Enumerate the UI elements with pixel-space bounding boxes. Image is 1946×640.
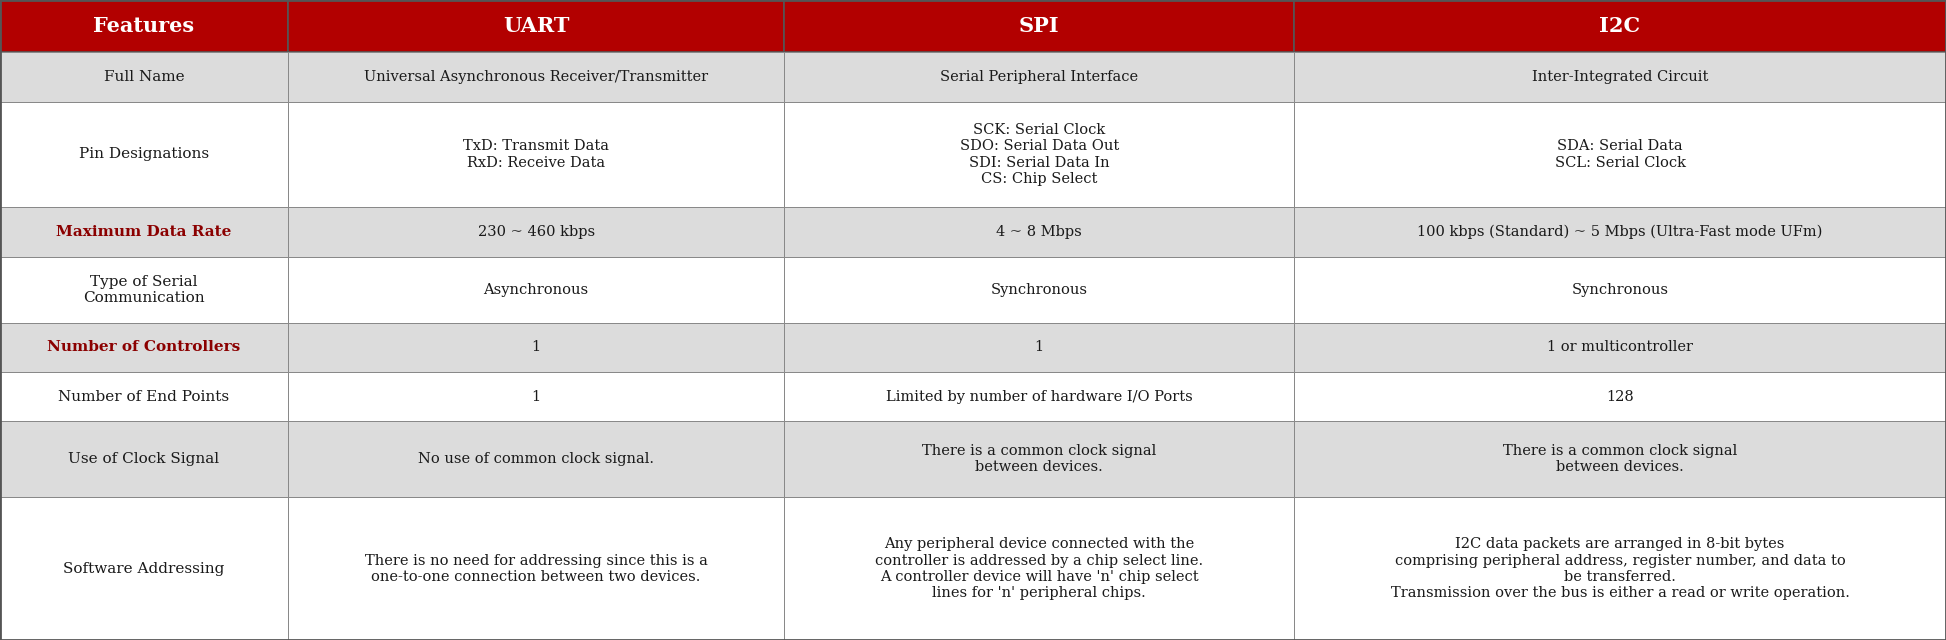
Bar xyxy=(0,207,288,257)
Bar xyxy=(0,323,288,372)
Bar xyxy=(288,257,784,323)
Text: Pin Designations: Pin Designations xyxy=(80,147,208,161)
Bar xyxy=(0,102,288,207)
Text: UART: UART xyxy=(502,16,570,36)
Bar xyxy=(0,0,288,52)
Bar xyxy=(1294,257,1946,323)
Text: There is no need for addressing since this is a
one-to-one connection between tw: There is no need for addressing since th… xyxy=(364,554,708,584)
Text: 1: 1 xyxy=(531,340,541,355)
Text: SPI: SPI xyxy=(1020,16,1059,36)
Bar xyxy=(0,52,288,102)
Text: Serial Peripheral Interface: Serial Peripheral Interface xyxy=(940,70,1138,84)
Text: SCK: Serial Clock
SDO: Serial Data Out
SDI: Serial Data In
CS: Chip Select: SCK: Serial Clock SDO: Serial Data Out S… xyxy=(959,123,1119,186)
Bar xyxy=(784,0,1294,52)
Bar xyxy=(784,323,1294,372)
Bar xyxy=(784,421,1294,497)
Bar xyxy=(288,207,784,257)
Bar xyxy=(288,497,784,640)
Bar xyxy=(1294,497,1946,640)
Text: There is a common clock signal
between devices.: There is a common clock signal between d… xyxy=(922,444,1156,474)
Text: 128: 128 xyxy=(1605,390,1635,404)
Text: Asynchronous: Asynchronous xyxy=(483,283,590,297)
Text: Synchronous: Synchronous xyxy=(991,283,1088,297)
Bar xyxy=(288,0,784,52)
Text: 1 or multicontroller: 1 or multicontroller xyxy=(1547,340,1693,355)
Text: SDA: Serial Data
SCL: Serial Clock: SDA: Serial Data SCL: Serial Clock xyxy=(1555,140,1685,170)
Text: Software Addressing: Software Addressing xyxy=(64,562,224,576)
Text: Use of Clock Signal: Use of Clock Signal xyxy=(68,452,220,467)
Bar xyxy=(0,372,288,421)
Text: Number of Controllers: Number of Controllers xyxy=(47,340,241,355)
Bar xyxy=(784,52,1294,102)
Bar xyxy=(288,323,784,372)
Bar xyxy=(288,102,784,207)
Bar xyxy=(784,102,1294,207)
Text: 4 ~ 8 Mbps: 4 ~ 8 Mbps xyxy=(996,225,1082,239)
Text: Maximum Data Rate: Maximum Data Rate xyxy=(56,225,232,239)
Text: Universal Asynchronous Receiver/Transmitter: Universal Asynchronous Receiver/Transmit… xyxy=(364,70,708,84)
Bar xyxy=(0,257,288,323)
Text: Synchronous: Synchronous xyxy=(1572,283,1668,297)
Bar xyxy=(0,421,288,497)
Text: Inter-Integrated Circuit: Inter-Integrated Circuit xyxy=(1532,70,1709,84)
Bar xyxy=(1294,207,1946,257)
Bar xyxy=(1294,323,1946,372)
Bar xyxy=(288,52,784,102)
Bar xyxy=(288,372,784,421)
Bar xyxy=(1294,421,1946,497)
Bar xyxy=(288,421,784,497)
Text: I2C data packets are arranged in 8-bit bytes
comprising peripheral address, regi: I2C data packets are arranged in 8-bit b… xyxy=(1391,538,1849,600)
Text: There is a common clock signal
between devices.: There is a common clock signal between d… xyxy=(1502,444,1738,474)
Bar xyxy=(1294,102,1946,207)
Bar xyxy=(784,372,1294,421)
Text: Limited by number of hardware I/O Ports: Limited by number of hardware I/O Ports xyxy=(885,390,1193,404)
Bar xyxy=(784,207,1294,257)
Text: Full Name: Full Name xyxy=(103,70,185,84)
Bar xyxy=(784,257,1294,323)
Text: Type of Serial
Communication: Type of Serial Communication xyxy=(84,275,204,305)
Text: No use of common clock signal.: No use of common clock signal. xyxy=(418,452,654,467)
Text: 100 kbps (Standard) ~ 5 Mbps (Ultra-Fast mode UFm): 100 kbps (Standard) ~ 5 Mbps (Ultra-Fast… xyxy=(1417,225,1823,239)
Bar xyxy=(1294,0,1946,52)
Bar xyxy=(0,497,288,640)
Text: Features: Features xyxy=(93,16,195,36)
Text: Number of End Points: Number of End Points xyxy=(58,390,230,404)
Bar xyxy=(1294,372,1946,421)
Text: 1: 1 xyxy=(531,390,541,404)
Bar xyxy=(784,497,1294,640)
Text: Any peripheral device connected with the
controller is addressed by a chip selec: Any peripheral device connected with the… xyxy=(876,538,1203,600)
Bar xyxy=(1294,52,1946,102)
Text: 230 ~ 460 kbps: 230 ~ 460 kbps xyxy=(477,225,595,239)
Text: TxD: Transmit Data
RxD: Receive Data: TxD: Transmit Data RxD: Receive Data xyxy=(463,140,609,170)
Text: I2C: I2C xyxy=(1600,16,1640,36)
Text: 1: 1 xyxy=(1035,340,1043,355)
